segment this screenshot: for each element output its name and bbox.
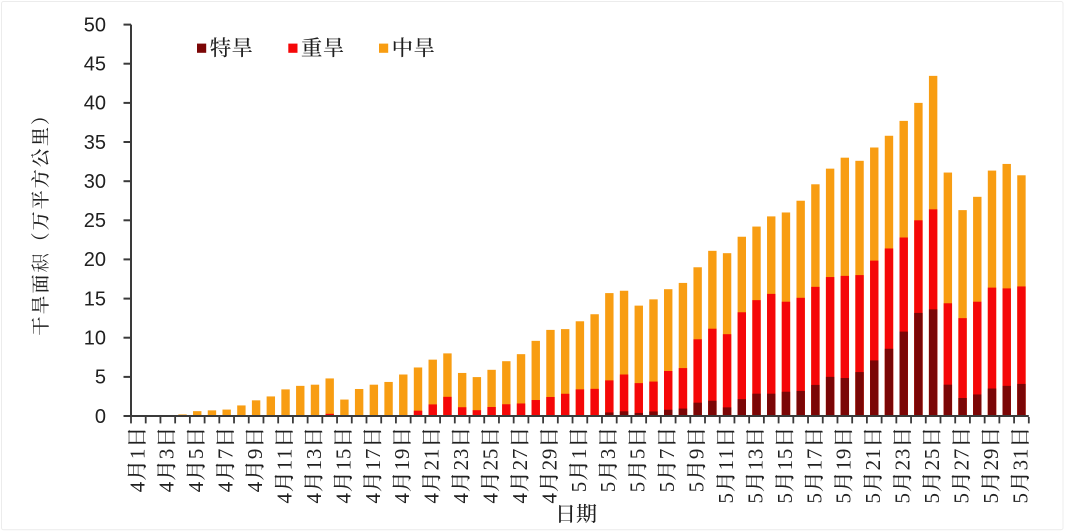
svg-text:4: 4: [478, 493, 502, 504]
svg-text:7: 7: [655, 449, 679, 460]
svg-text:25: 25: [84, 210, 106, 232]
svg-text:40: 40: [84, 93, 106, 115]
svg-text:7: 7: [949, 449, 973, 460]
svg-text:5: 5: [773, 493, 797, 504]
svg-text:1: 1: [743, 460, 767, 471]
svg-text:4: 4: [302, 493, 326, 504]
svg-text:1: 1: [714, 449, 738, 460]
svg-text:1: 1: [272, 449, 296, 460]
svg-text:5: 5: [567, 482, 591, 493]
svg-text:1: 1: [832, 460, 856, 471]
svg-text:1: 1: [420, 449, 444, 460]
svg-text:3: 3: [155, 449, 179, 460]
svg-text:5: 5: [832, 493, 856, 504]
svg-text:9: 9: [390, 449, 414, 460]
svg-text:7: 7: [214, 449, 238, 460]
svg-text:5: 5: [331, 449, 355, 460]
svg-text:4: 4: [155, 481, 179, 492]
svg-text:2: 2: [891, 460, 915, 471]
svg-text:45: 45: [84, 54, 106, 76]
svg-text:5: 5: [743, 493, 767, 504]
svg-text:5: 5: [802, 493, 826, 504]
svg-text:2: 2: [537, 460, 561, 471]
svg-text:50: 50: [84, 14, 106, 36]
svg-text:4: 4: [420, 493, 444, 504]
svg-text:2: 2: [478, 460, 502, 471]
svg-text:5: 5: [1008, 493, 1032, 504]
svg-text:2: 2: [420, 460, 444, 471]
svg-text:3: 3: [1008, 460, 1032, 471]
svg-text:0: 0: [95, 406, 106, 428]
svg-text:15: 15: [84, 288, 106, 310]
svg-text:5: 5: [626, 449, 650, 460]
svg-text:4: 4: [243, 481, 267, 492]
svg-text:5: 5: [596, 482, 620, 493]
svg-text:20: 20: [84, 249, 106, 271]
svg-text:2: 2: [508, 460, 532, 471]
svg-text:2: 2: [861, 460, 885, 471]
svg-text:4: 4: [214, 481, 238, 492]
svg-text:5: 5: [626, 482, 650, 493]
svg-text:4: 4: [390, 493, 414, 504]
svg-text:5: 5: [478, 449, 502, 460]
svg-text:9: 9: [243, 449, 267, 460]
svg-text:4: 4: [449, 493, 473, 504]
svg-text:1: 1: [861, 449, 885, 460]
svg-text:1: 1: [802, 460, 826, 471]
svg-text:9: 9: [832, 449, 856, 460]
svg-text:7: 7: [802, 449, 826, 460]
svg-text:10: 10: [84, 328, 106, 350]
svg-text:5: 5: [655, 482, 679, 493]
svg-text:1: 1: [272, 460, 296, 471]
svg-text:3: 3: [449, 449, 473, 460]
svg-text:2: 2: [920, 460, 944, 471]
svg-text:4: 4: [272, 493, 296, 504]
svg-text:1: 1: [1008, 449, 1032, 460]
svg-text:5: 5: [861, 493, 885, 504]
svg-text:4: 4: [537, 493, 561, 504]
svg-text:5: 5: [891, 493, 915, 504]
svg-text:5: 5: [95, 367, 106, 389]
svg-text:5: 5: [184, 449, 208, 460]
svg-text:4: 4: [361, 493, 385, 504]
svg-text:1: 1: [714, 460, 738, 471]
svg-text:5: 5: [979, 493, 1003, 504]
svg-text:4: 4: [125, 481, 149, 492]
svg-text:5: 5: [685, 482, 709, 493]
svg-text:1: 1: [302, 460, 326, 471]
svg-text:2: 2: [449, 460, 473, 471]
svg-text:7: 7: [508, 449, 532, 460]
svg-text:1: 1: [331, 460, 355, 471]
svg-text:3: 3: [891, 449, 915, 460]
svg-text:2: 2: [949, 460, 973, 471]
svg-text:9: 9: [537, 449, 561, 460]
svg-text:4: 4: [331, 493, 355, 504]
svg-text:1: 1: [390, 460, 414, 471]
svg-text:5: 5: [949, 493, 973, 504]
svg-text:4: 4: [508, 493, 532, 504]
svg-text:5: 5: [920, 493, 944, 504]
svg-text:3: 3: [596, 449, 620, 460]
svg-text:1: 1: [361, 460, 385, 471]
svg-text:1: 1: [773, 460, 797, 471]
svg-text:1: 1: [567, 449, 591, 460]
svg-text:35: 35: [84, 132, 106, 154]
svg-text:3: 3: [302, 449, 326, 460]
svg-text:2: 2: [979, 460, 1003, 471]
svg-text:9: 9: [979, 449, 1003, 460]
svg-text:5: 5: [920, 449, 944, 460]
svg-text:3: 3: [743, 449, 767, 460]
svg-text:7: 7: [361, 449, 385, 460]
svg-text:4: 4: [184, 481, 208, 492]
svg-text:5: 5: [714, 493, 738, 504]
svg-text:30: 30: [84, 171, 106, 193]
svg-text:5: 5: [773, 449, 797, 460]
svg-text:9: 9: [685, 449, 709, 460]
svg-text:1: 1: [125, 449, 149, 460]
